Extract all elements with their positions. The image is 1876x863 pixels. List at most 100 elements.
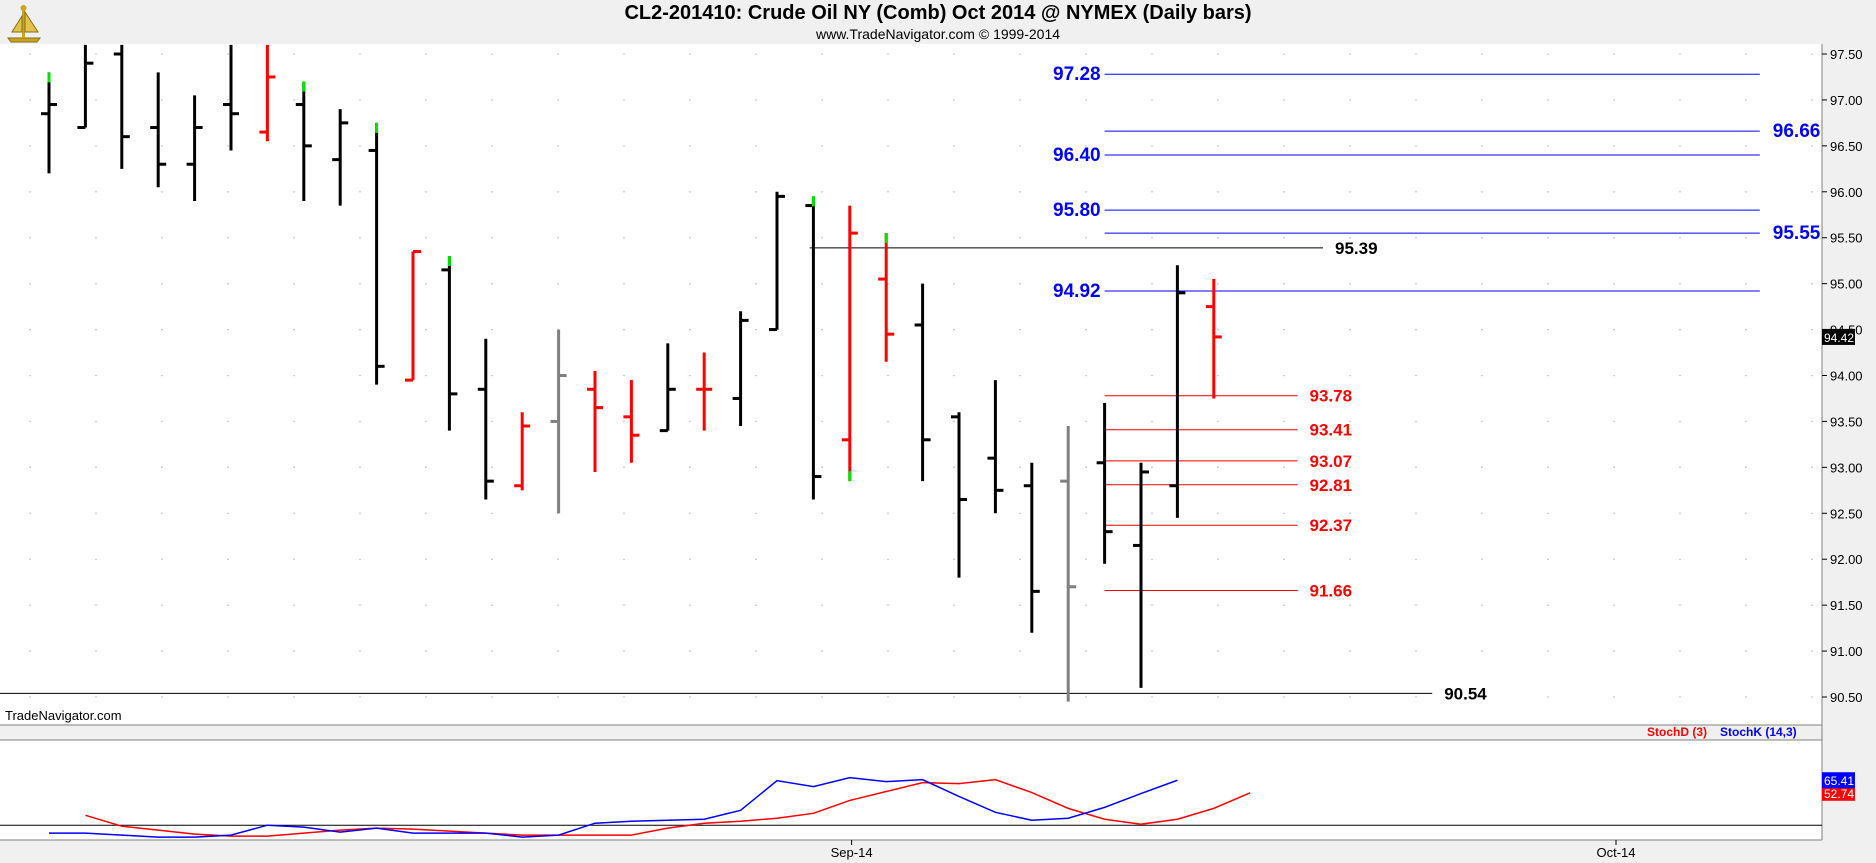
grid-dot (689, 558, 691, 561)
grid-dot (1745, 420, 1747, 423)
grid-dot (1151, 650, 1153, 652)
grid-dot (557, 282, 559, 285)
grid-dot (425, 190, 427, 193)
grid-dot (1283, 99, 1285, 101)
grid-dot (623, 145, 625, 147)
grid-dot (95, 512, 97, 515)
grid-dot (953, 650, 955, 652)
level-label: 93.78 (1310, 387, 1353, 406)
grid-dot (755, 558, 757, 561)
grid-dot (1019, 604, 1021, 606)
grid-dot (1547, 604, 1549, 606)
grid-dot (293, 190, 295, 193)
grid-dot (359, 466, 361, 469)
grid-dot (1217, 190, 1219, 193)
grid-dot (161, 374, 163, 377)
grid-dot (1349, 282, 1351, 285)
grid-dot (1811, 512, 1813, 515)
grid-dot (1151, 145, 1153, 147)
grid-dot (755, 466, 757, 469)
price-axis-label: 93.50 (1830, 414, 1863, 429)
grid-dot (161, 466, 163, 469)
grid-dot (623, 512, 625, 515)
grid-dot (491, 282, 493, 285)
price-axis-label: 95.50 (1830, 231, 1863, 246)
grid-dot (359, 512, 361, 515)
grid-dot (1547, 53, 1549, 55)
grid-dot (1085, 190, 1087, 193)
grid-dot (1151, 604, 1153, 606)
grid-dot (1283, 696, 1285, 698)
grid-dot (1085, 466, 1087, 469)
grid-dot (953, 466, 955, 469)
time-axis-label: Sep-14 (831, 845, 873, 860)
grid-dot (821, 696, 823, 698)
grid-dot (755, 145, 757, 147)
grid-dot (1745, 558, 1747, 561)
grid-dot (1151, 53, 1153, 55)
grid-dot (161, 512, 163, 515)
grid-dot (1283, 145, 1285, 147)
grid-dot (293, 420, 295, 423)
grid-dot (1085, 374, 1087, 377)
grid-dot (1415, 512, 1417, 515)
grid-dot (623, 99, 625, 101)
grid-dot (359, 558, 361, 561)
price-axis-label: 97.00 (1830, 93, 1863, 108)
grid-dot (227, 190, 229, 193)
grid-dot (1745, 236, 1747, 239)
grid-dot (161, 558, 163, 561)
grid-dot (29, 650, 31, 652)
grid-dot (1415, 420, 1417, 423)
price-axis-label: 94.00 (1830, 369, 1863, 384)
grid-dot (227, 99, 229, 101)
grid-dot (1217, 236, 1219, 239)
grid-dot (425, 99, 427, 101)
grid-dot (953, 696, 955, 698)
grid-dot (887, 466, 889, 469)
grid-dot (1415, 145, 1417, 147)
grid-dot (1349, 466, 1351, 469)
grid-dot (1679, 558, 1681, 561)
level-label: 91.66 (1310, 581, 1353, 600)
grid-dot (227, 512, 229, 515)
grid-dot (1217, 696, 1219, 698)
grid-dot (95, 53, 97, 55)
grid-dot (227, 558, 229, 561)
grid-dot (1283, 190, 1285, 193)
price-axis-label: 91.50 (1830, 598, 1863, 613)
price-axis-label: 92.50 (1830, 506, 1863, 521)
grid-dot (1415, 374, 1417, 377)
grid-dot (1283, 558, 1285, 561)
grid-dot (1217, 374, 1219, 377)
grid-dot (227, 466, 229, 469)
grid-dot (359, 604, 361, 606)
grid-dot (689, 512, 691, 515)
grid-dot (1613, 466, 1615, 469)
grid-dot (491, 53, 493, 55)
grid-dot (623, 558, 625, 561)
chart-title: CL2-201410: Crude Oil NY (Comb) Oct 2014… (624, 2, 1252, 24)
grid-dot (1481, 512, 1483, 515)
grid-dot (29, 190, 31, 193)
grid-dot (1811, 696, 1813, 698)
grid-dot (1547, 650, 1549, 652)
grid-dot (491, 512, 493, 515)
grid-dot (29, 696, 31, 698)
grid-dot (953, 236, 955, 239)
grid-dot (1349, 374, 1351, 377)
grid-dot (1217, 328, 1219, 331)
grid-dot (1679, 420, 1681, 423)
grid-dot (1679, 374, 1681, 377)
grid-dot (557, 145, 559, 147)
grid-dot (689, 374, 691, 377)
grid-dot (1481, 558, 1483, 561)
grid-dot (1613, 696, 1615, 698)
grid-dot (425, 512, 427, 515)
grid-dot (1151, 466, 1153, 469)
grid-dot (425, 420, 427, 423)
grid-dot (491, 604, 493, 606)
grid-dot (1811, 558, 1813, 561)
grid-dot (1019, 99, 1021, 101)
grid-dot (1151, 190, 1153, 193)
